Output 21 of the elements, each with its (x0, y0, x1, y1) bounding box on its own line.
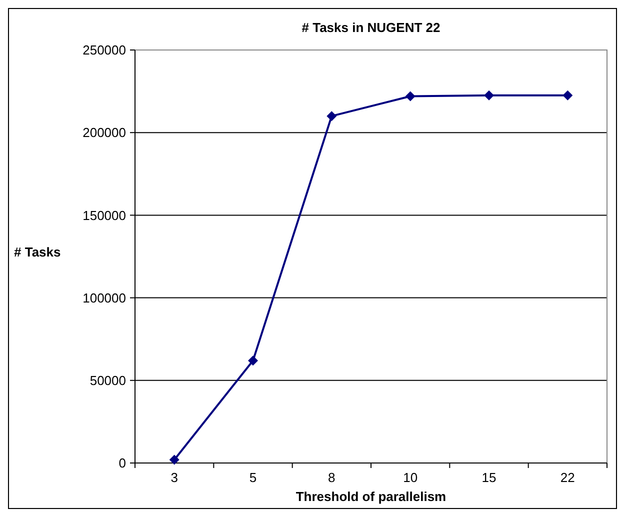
y-tick-label: 250000 (82, 42, 126, 58)
y-tick-label: 50000 (90, 372, 126, 388)
y-axis-title: # Tasks (14, 244, 61, 260)
point (248, 356, 258, 366)
y-tick-label: 150000 (82, 208, 126, 223)
x-tick-label: 22 (560, 470, 575, 485)
y-tick-label: 200000 (82, 125, 126, 140)
point (562, 90, 573, 100)
x-tick-label: 10 (403, 470, 418, 485)
y-tick-label: 0 (118, 456, 126, 471)
point (326, 111, 337, 122)
x-tick-label: 8 (328, 470, 336, 485)
point (169, 454, 180, 465)
point (484, 90, 494, 100)
point (405, 91, 416, 102)
x-tick-label: 3 (170, 470, 178, 485)
chart-title: # Tasks in NUGENT 22 (302, 20, 440, 35)
x-tick-label: 15 (482, 470, 496, 485)
x-tick-label: 5 (249, 470, 257, 485)
y-tick-label: 100000 (82, 290, 126, 306)
x-axis-title: Threshold of parallelism (296, 489, 446, 504)
